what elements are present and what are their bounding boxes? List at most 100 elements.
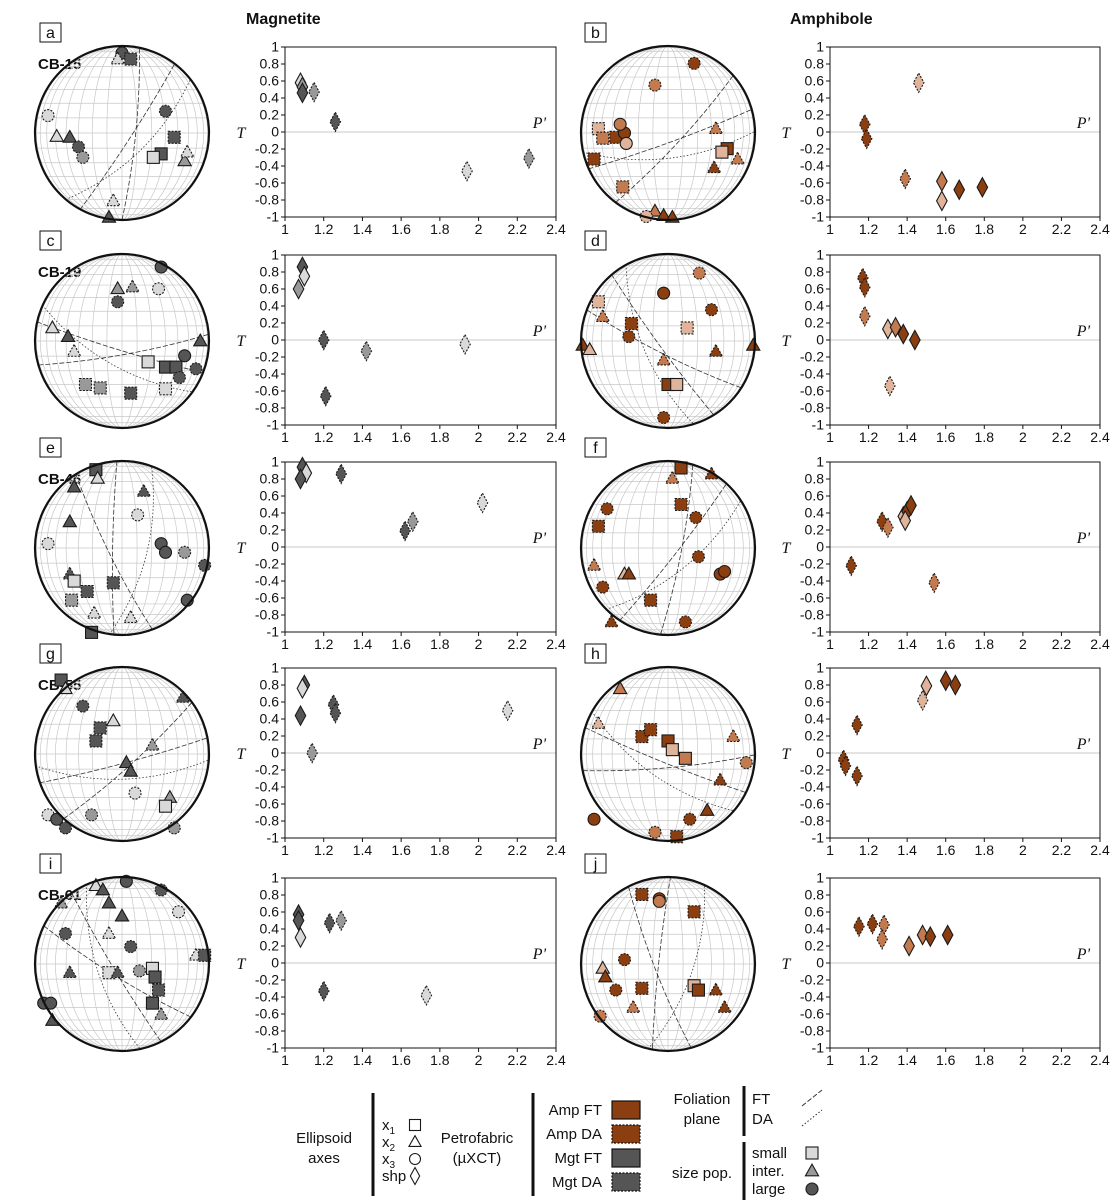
data-point: [296, 677, 309, 700]
x-tick-label: 2.2: [1052, 842, 1072, 858]
x-tick-label: 1.6: [391, 429, 411, 445]
y-tick-label: 0.4: [260, 505, 280, 521]
y-tick-label: -0.2: [800, 972, 824, 988]
x-tick-label: 1: [281, 429, 289, 445]
stereonet-symbol: [136, 483, 152, 497]
stereonet-symbol: [712, 772, 728, 786]
stereonet-symbol: [172, 370, 186, 385]
x-tick-label: 1.6: [391, 1052, 411, 1068]
y-tick-label: -0.6: [800, 1006, 824, 1022]
y-tick-label: 0: [816, 539, 824, 555]
y-tick-label: -0.6: [800, 590, 824, 606]
x-tick-label: 1.4: [353, 429, 373, 445]
x-tick-label: 1.4: [353, 636, 373, 652]
x-tick-label: 2.4: [546, 842, 566, 858]
y-tick-label: 1: [816, 247, 824, 263]
stereonet-symbol: [621, 566, 637, 580]
y-tick-label: -0.8: [800, 400, 824, 416]
y-tick-label: 0.4: [260, 298, 280, 314]
stereonet-symbol: [687, 905, 701, 919]
y-tick-label: -0.8: [800, 192, 824, 208]
data-point: [292, 909, 305, 932]
y-tick-label: -0.4: [255, 989, 279, 1005]
y-tick-label: 0.4: [805, 90, 825, 106]
x-tick-label: 1: [281, 221, 289, 237]
x-tick-label: 2.2: [508, 842, 528, 858]
y-tick-label: 0.4: [260, 921, 280, 937]
x-tick-label: 2.4: [1090, 636, 1110, 652]
stereonet-symbol: [101, 925, 117, 939]
y-tick-label: 1: [816, 454, 824, 470]
stereonet-symbol: [178, 545, 192, 559]
tp-plot-magnetite-2: 10.80.60.40.20-0.2-0.4-0.6-0.8-11 1.2 1.4 1…: [237, 454, 566, 653]
y-tick-label: 0.4: [805, 298, 825, 314]
stereonet-primitive: [579, 875, 757, 1053]
x-tick-label: 1: [826, 842, 834, 858]
stereonet-symbol: [111, 295, 125, 309]
x-tick-label: 1.4: [897, 636, 917, 652]
y-tick-label: -0.4: [255, 573, 279, 589]
panel-letter: c: [47, 233, 55, 250]
data-point: [306, 742, 318, 764]
stereonet-symbol: [657, 286, 671, 300]
y-tick-label: 0.4: [805, 505, 825, 521]
data-point: [899, 509, 912, 532]
stereonet-symbol: [674, 497, 688, 512]
foliation-arc: [588, 107, 755, 170]
foliation-arc: [109, 465, 154, 635]
x-tick-label: 1: [281, 842, 289, 858]
stereonet-symbol: [725, 728, 741, 742]
y-tick-label: -0.4: [255, 158, 279, 174]
stereonet-symbol: [62, 513, 78, 528]
y-tick-label: 0.6: [260, 281, 280, 297]
y-tick-label: 0.2: [260, 107, 280, 123]
y-tick-label: 0.4: [260, 90, 280, 106]
legend-size-symbol: [805, 1182, 819, 1196]
x-tick-label: 1.2: [859, 1052, 879, 1068]
stereonet-symbol: [105, 192, 121, 207]
stereonet-symbol: [678, 615, 692, 629]
stereonet-symbol: [644, 593, 658, 607]
stereonet-symbol: [596, 580, 610, 594]
y-tick-label: -0.8: [255, 400, 279, 416]
stereonet-primitive: [579, 665, 757, 843]
foliation-planes: [65, 46, 191, 220]
x-tick-label: 1.4: [353, 842, 373, 858]
data-point: [878, 913, 890, 936]
y-tick-label: -1: [267, 624, 280, 640]
data-point: [912, 71, 925, 94]
y-tick-label: -0.8: [800, 1023, 824, 1039]
x-tick-label: 1: [826, 1052, 834, 1068]
y-tick-label: -0.4: [800, 989, 824, 1005]
stereonet-symbol: [624, 317, 639, 331]
stereonet-symbol: [106, 576, 120, 590]
y-tick-label: 0: [816, 745, 824, 761]
stereonet-symbol: [706, 159, 722, 174]
x-tick-label: 1.8: [975, 1052, 995, 1068]
panel-letter-box: [584, 643, 607, 664]
y-axis-label: T: [782, 540, 792, 557]
stereonet-symbol: [58, 821, 72, 835]
panel-letter: h: [591, 646, 600, 663]
stereonet-symbol: [699, 802, 715, 816]
tp-plot-amphibole-3: 10.80.60.40.20-0.2-0.4-0.6-0.8-11 1.2 1.4 1…: [782, 660, 1110, 859]
stereonet-symbol: [41, 109, 55, 123]
stereonet-symbol: [689, 510, 703, 525]
y-tick-label: -1: [812, 830, 825, 846]
stereonet-symbol: [652, 894, 666, 908]
stereonet-symbol: [124, 52, 138, 66]
y-tick-label: -0.6: [255, 1006, 279, 1022]
sample-label: CB-61: [38, 887, 81, 904]
y-tick-label: -0.2: [800, 141, 824, 157]
y-tick-label: 0.2: [805, 315, 825, 331]
y-tick-label: 0: [816, 124, 824, 140]
data-point: [908, 329, 921, 351]
stereonet-symbol: [175, 689, 191, 703]
stereonet-symbol: [586, 557, 602, 571]
legend-petrofabric-title: Petrofabric: [441, 1130, 514, 1147]
stereonet-symbol: [591, 122, 605, 136]
data-point: [924, 925, 937, 948]
x-axis-label: P': [532, 115, 547, 132]
stereonet-symbol: [670, 377, 684, 392]
x-tick-label: 1.4: [353, 221, 373, 237]
